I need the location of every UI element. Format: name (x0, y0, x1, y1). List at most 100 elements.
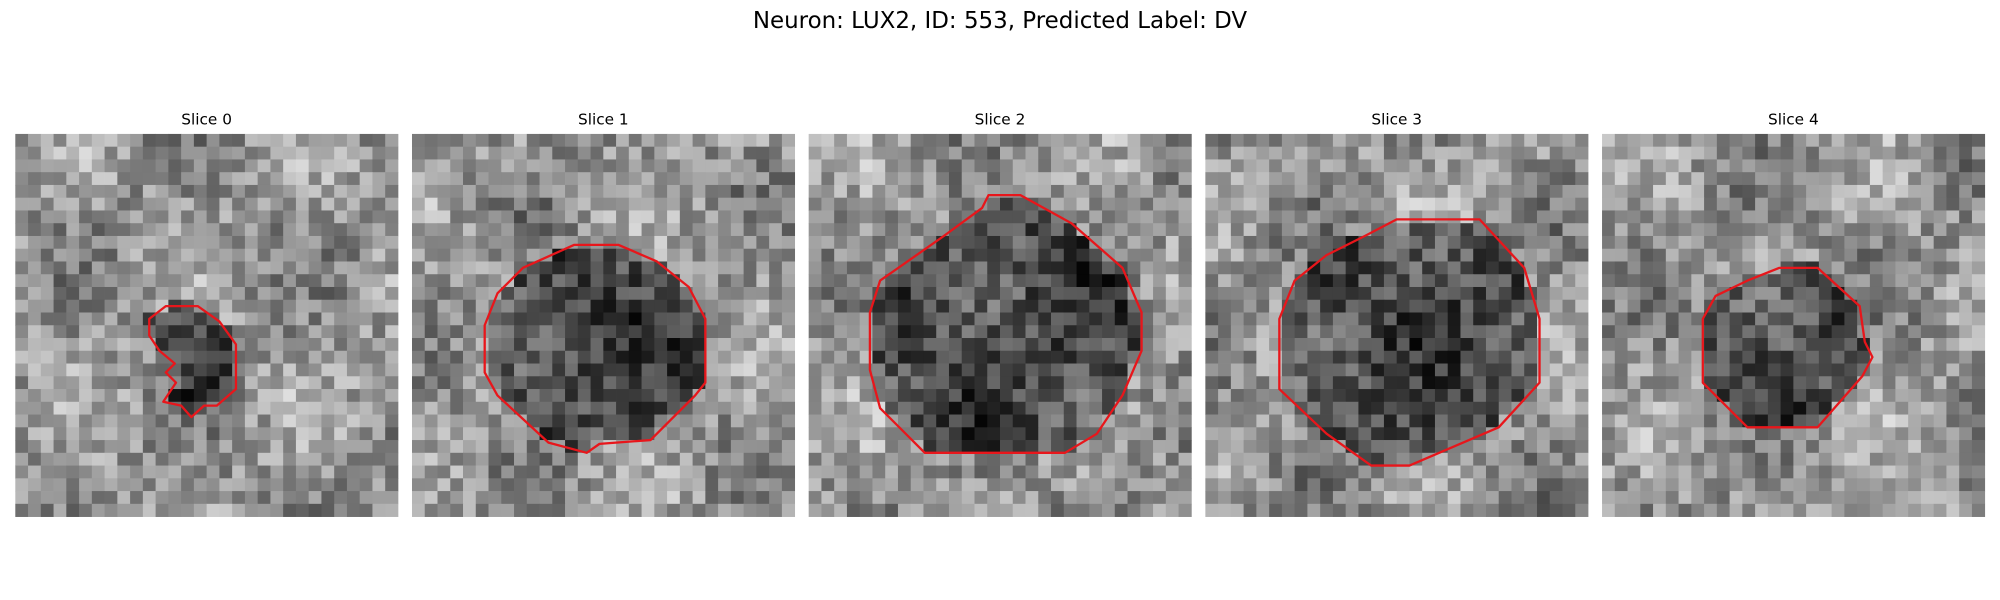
pixel (743, 261, 757, 275)
pixel (1205, 376, 1219, 390)
pixel (1831, 184, 1845, 199)
pixel (552, 312, 566, 326)
pixel (948, 350, 963, 364)
pixel (910, 172, 924, 186)
pixel (321, 197, 335, 211)
pixel (450, 376, 464, 390)
pixel (1946, 350, 1960, 364)
pixel (142, 133, 156, 148)
pixel (1127, 440, 1141, 454)
pixel (385, 312, 399, 326)
pixel (1498, 133, 1512, 148)
pixel (1012, 503, 1026, 517)
pixel (1678, 184, 1692, 199)
pixel (756, 452, 770, 466)
pixel (1793, 274, 1807, 288)
pixel (705, 312, 719, 326)
pixel (488, 414, 502, 428)
pixel (974, 146, 988, 160)
pixel (718, 146, 732, 160)
pixel (1140, 235, 1154, 250)
pixel (1281, 401, 1296, 415)
pixel (53, 286, 67, 301)
pixel (1742, 401, 1756, 415)
pixel (1473, 210, 1487, 224)
pixel (923, 312, 937, 326)
pixel (1524, 350, 1538, 364)
pixel (1307, 363, 1321, 377)
pixel (1358, 146, 1372, 160)
pixel (834, 235, 848, 250)
pixel (859, 376, 873, 390)
pixel (834, 210, 848, 224)
pixel (1114, 338, 1128, 352)
pixel (1959, 350, 1973, 364)
pixel (334, 491, 348, 505)
pixel (1243, 350, 1257, 364)
pixel (1218, 286, 1232, 301)
pixel (463, 440, 477, 454)
pixel (91, 210, 105, 224)
pixel (1767, 133, 1781, 148)
pixel (206, 235, 220, 250)
pixel (539, 197, 553, 211)
pixel (295, 159, 310, 173)
pixel (1933, 452, 1947, 466)
pixel (1012, 401, 1026, 415)
pixel (79, 159, 93, 173)
pixel (1678, 325, 1692, 339)
pixel (1614, 261, 1628, 275)
pixel (1755, 248, 1769, 262)
pixel (577, 491, 591, 505)
pixel (603, 350, 617, 364)
pixel (1076, 414, 1090, 428)
pixel (577, 376, 591, 390)
pixel (450, 133, 464, 148)
pixel (1205, 401, 1219, 415)
pixel (295, 465, 310, 479)
pixel (1243, 427, 1257, 441)
pixel (974, 427, 988, 441)
pixel (1127, 376, 1141, 390)
pixel (1844, 146, 1858, 160)
pixel (1895, 248, 1909, 262)
pixel (590, 146, 604, 160)
pixel (295, 223, 310, 237)
pixel (1434, 197, 1449, 211)
pixel (1320, 503, 1334, 517)
pixel (628, 172, 642, 186)
pixel (1230, 274, 1245, 288)
pixel (526, 440, 540, 454)
pixel (1653, 440, 1667, 454)
pixel (1230, 440, 1245, 454)
pixel (1320, 197, 1334, 211)
pixel (437, 325, 451, 339)
pixel (1640, 210, 1654, 224)
pixel (1345, 350, 1359, 364)
pixel (1678, 210, 1692, 224)
pixel (1614, 223, 1628, 237)
pixel (974, 299, 988, 313)
pixel (1230, 197, 1245, 211)
pixel (1640, 274, 1654, 288)
pixel (1447, 210, 1461, 224)
pixel (1076, 274, 1090, 288)
pixel (424, 389, 438, 403)
pixel (1908, 350, 1922, 364)
pixel (1524, 427, 1538, 441)
pixel (283, 427, 297, 441)
pixel (730, 286, 745, 301)
pixel (450, 414, 464, 428)
pixel (1691, 389, 1705, 403)
pixel (1959, 414, 1973, 428)
pixel (923, 389, 937, 403)
pixel (437, 503, 451, 517)
pixel (1000, 440, 1014, 454)
pixel (1051, 491, 1065, 505)
pixel (565, 133, 579, 148)
pixel (1869, 350, 1884, 364)
pixel (66, 376, 80, 390)
pixel (1524, 325, 1538, 339)
pixel (1767, 248, 1781, 262)
pixel (130, 184, 144, 199)
